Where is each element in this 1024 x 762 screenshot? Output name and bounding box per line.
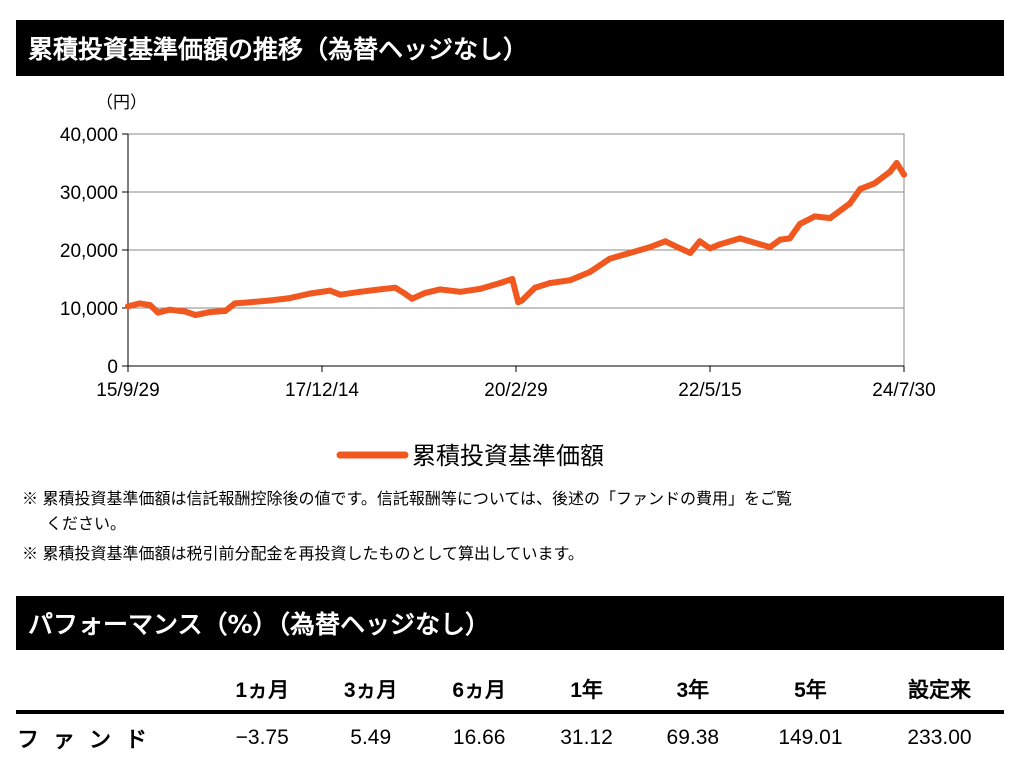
header-1m: 1ヵ月 [208, 668, 317, 714]
header-3m: 3ヵ月 [316, 668, 425, 714]
data-point [893, 160, 900, 166]
data-point [286, 295, 293, 302]
data-point [206, 309, 213, 316]
value-6m: 16.66 [452, 726, 506, 749]
data-point [546, 280, 553, 287]
data-point [567, 277, 574, 284]
data-point [586, 269, 593, 276]
row-label: ファンド [17, 727, 162, 752]
data-point [837, 207, 844, 214]
value-3y: 69.38 [666, 726, 720, 749]
chart-section-title: 累積投資基準価額の推移（為替ヘッジなし） [16, 20, 1004, 76]
data-point [797, 220, 804, 227]
data-point [707, 245, 713, 252]
data-point [532, 284, 539, 291]
y-axis-unit: （円） [96, 93, 147, 112]
data-point [247, 299, 254, 306]
x-tick-label: 17/12/14 [285, 380, 359, 401]
data-point [646, 244, 653, 251]
data-point [827, 215, 834, 222]
data-point [401, 290, 408, 297]
y-tick-label: 40,000 [60, 125, 118, 146]
data-point [662, 238, 669, 245]
data-point [146, 302, 153, 309]
value-1y: 31.12 [560, 726, 613, 749]
value-1m: −3.75 [235, 726, 289, 749]
data-point [357, 288, 364, 295]
data-point [231, 300, 238, 307]
data-point [376, 286, 383, 293]
data-point [222, 307, 229, 314]
note-1-cont: ください。 [46, 516, 127, 533]
data-point [125, 303, 131, 310]
y-tick-label: 10,000 [60, 299, 118, 320]
data-point [606, 255, 613, 262]
nav-line-chart: 0 10,000 20,000 30,000 40,000 （円） 15/9/29 17/12… [60, 93, 936, 470]
data-point [327, 287, 334, 294]
y-tick-label: 30,000 [60, 183, 118, 204]
x-tick-label: 20/2/29 [484, 380, 547, 401]
value-5y: 149.01 [778, 726, 843, 749]
data-point [392, 284, 399, 291]
data-point [136, 300, 143, 307]
data-point [166, 306, 173, 313]
header-1y: 1年 [533, 668, 640, 714]
note-2: ※ 累積投資基準価額は税引前分配金を再投資したものとして算出しています。 [22, 546, 584, 563]
legend-label: 累積投資基準価額 [412, 442, 604, 470]
y-tick-label: 20,000 [60, 241, 118, 262]
data-point [509, 276, 516, 282]
data-point [857, 186, 864, 193]
y-tick-label: 0 [107, 357, 118, 378]
header-5y: 5年 [745, 668, 875, 714]
table-row: ファンド −3.75 5.49 16.66 31.12 69.38 149.01… [16, 712, 1004, 762]
data-point [627, 249, 634, 256]
data-point [756, 241, 763, 248]
data-point [436, 286, 443, 293]
data-point [846, 200, 853, 207]
data-point [457, 288, 464, 295]
data-point [155, 309, 162, 316]
data-point [696, 238, 703, 245]
data-point [477, 285, 484, 292]
data-point [777, 236, 784, 243]
data-point [811, 213, 818, 220]
header-since-inception: 設定来 [874, 668, 1004, 714]
data-point [901, 171, 907, 178]
data-point [871, 180, 878, 187]
value-3m: 5.49 [350, 726, 392, 749]
data-point [687, 249, 694, 256]
table-header-row: 1ヵ月 3ヵ月 6ヵ月 1年 3年 5年 設定来 [16, 668, 1004, 714]
x-tick-label: 15/9/29 [96, 380, 159, 401]
data-point [422, 289, 429, 296]
header-6m: 6ヵ月 [424, 668, 534, 714]
data-point [676, 245, 683, 252]
header-blank [16, 668, 208, 714]
performance-section-title: パフォーマンス（%）（為替ヘッジなし） [16, 596, 1004, 650]
header-3y: 3年 [639, 668, 746, 714]
data-point [307, 290, 314, 297]
x-tick-label: 24/7/30 [872, 380, 935, 401]
x-tick-label: 22/5/15 [678, 380, 741, 401]
data-point [887, 168, 894, 175]
data-point [737, 235, 744, 242]
data-point [717, 241, 724, 248]
data-point [767, 244, 774, 251]
value-since-inception: 233.00 [907, 726, 972, 749]
performance-table: 1ヵ月 3ヵ月 6ヵ月 1年 3年 5年 設定来 ファンド −3.75 5.49… [16, 668, 1004, 762]
data-point [182, 308, 189, 315]
data-point [267, 297, 274, 304]
data-point [192, 311, 199, 318]
data-point [786, 235, 793, 242]
note-1: ※ 累積投資基準価額は信託報酬控除後の値です。信託報酬等については、後述の「ファ… [22, 491, 793, 508]
data-point [518, 297, 525, 304]
data-point [496, 280, 503, 287]
data-point [337, 291, 344, 298]
data-point [409, 295, 416, 302]
